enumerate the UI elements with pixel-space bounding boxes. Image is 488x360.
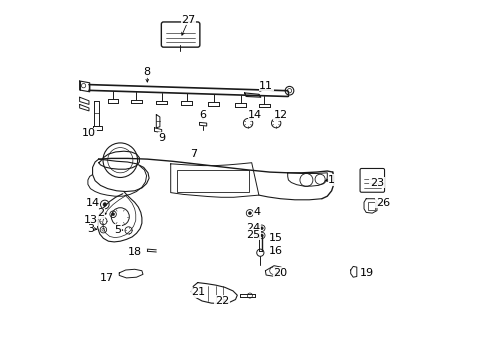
FancyBboxPatch shape: [359, 168, 384, 192]
Text: 22: 22: [215, 296, 229, 306]
Text: 11: 11: [259, 81, 272, 91]
Text: 2: 2: [97, 208, 104, 218]
Text: 27: 27: [181, 15, 195, 25]
Text: 21: 21: [191, 287, 205, 297]
Bar: [367, 202, 374, 210]
Text: 23: 23: [369, 178, 383, 188]
Text: 8: 8: [143, 67, 151, 77]
Text: 20: 20: [273, 268, 287, 278]
Text: 18: 18: [127, 247, 142, 257]
Circle shape: [260, 234, 263, 237]
Text: 13: 13: [83, 215, 97, 225]
Text: 7: 7: [189, 149, 197, 159]
Text: 9: 9: [158, 132, 165, 143]
Text: 17: 17: [100, 273, 114, 283]
Text: 3: 3: [87, 224, 94, 234]
Text: 26: 26: [375, 198, 389, 208]
Text: 25: 25: [245, 230, 260, 240]
Text: 24: 24: [245, 222, 260, 233]
Text: 4: 4: [253, 207, 260, 217]
Text: 10: 10: [82, 128, 96, 138]
Text: 15: 15: [268, 233, 283, 243]
Bar: [177, 170, 248, 192]
Text: 14: 14: [248, 110, 262, 120]
Text: 14: 14: [85, 198, 100, 208]
Text: 16: 16: [268, 246, 283, 256]
Text: 1: 1: [327, 175, 334, 185]
Text: 19: 19: [359, 268, 373, 278]
Circle shape: [260, 227, 263, 230]
Text: 12: 12: [273, 110, 287, 120]
Text: 5: 5: [114, 225, 121, 235]
FancyBboxPatch shape: [161, 22, 200, 47]
Circle shape: [248, 212, 251, 215]
Circle shape: [111, 213, 114, 216]
Circle shape: [103, 203, 106, 206]
Text: 6: 6: [199, 110, 206, 120]
